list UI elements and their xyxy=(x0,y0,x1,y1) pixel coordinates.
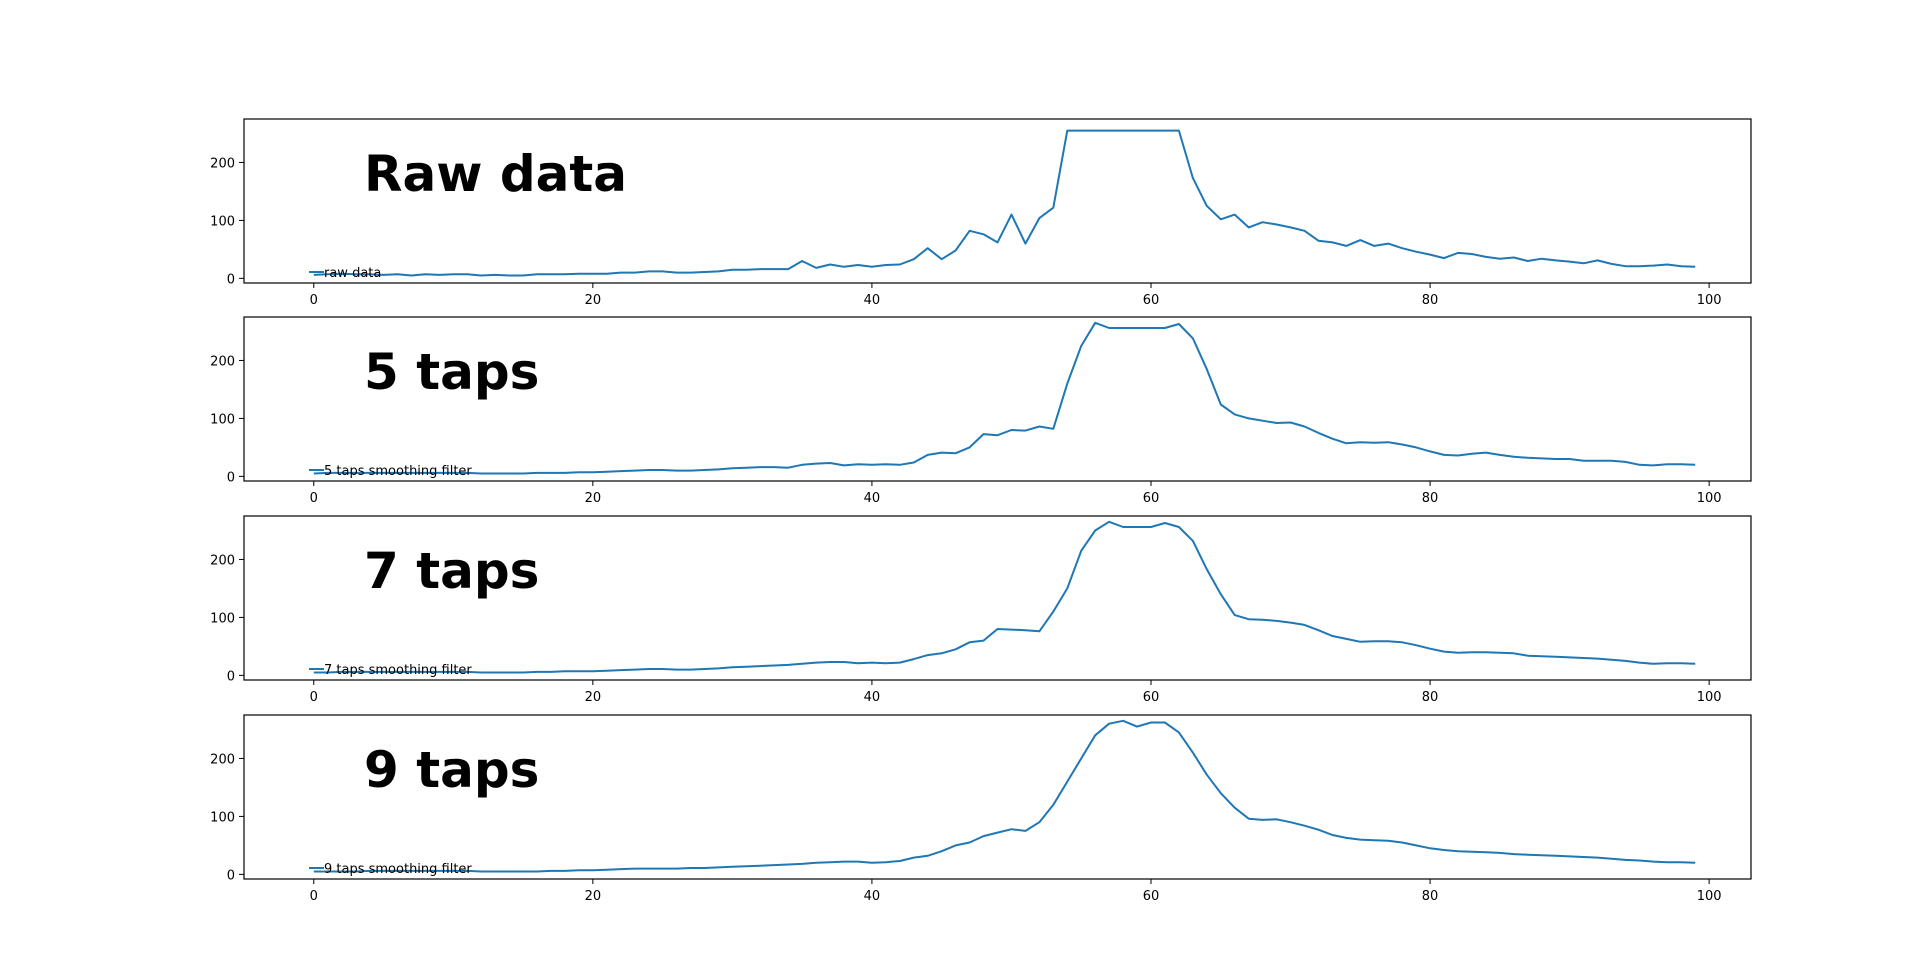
y-tick-label: 100 xyxy=(210,214,235,229)
x-tick-label: 20 xyxy=(585,889,602,904)
series-line xyxy=(313,129,1696,277)
y-tick-label: 0 xyxy=(227,470,235,485)
x-tick-label: 40 xyxy=(864,293,881,308)
x-tick-label: 20 xyxy=(585,690,602,705)
axes-frame xyxy=(243,316,1752,482)
legend-label: 5 taps smoothing filter xyxy=(324,464,472,479)
x-tick-label: 40 xyxy=(864,889,881,904)
x-tick-label: 60 xyxy=(1143,690,1160,705)
y-tick-label: 0 xyxy=(227,669,235,684)
x-tick-label: 80 xyxy=(1422,690,1439,705)
series-line xyxy=(313,520,1696,674)
x-tick-label: 100 xyxy=(1697,690,1722,705)
x-tick-label: 0 xyxy=(310,293,318,308)
y-tick-label: 200 xyxy=(210,752,235,767)
legend-label: 9 taps smoothing filter xyxy=(324,862,472,877)
x-tick-label: 80 xyxy=(1422,491,1439,506)
y-tick-label: 100 xyxy=(210,412,235,427)
axes-frame xyxy=(243,714,1752,880)
x-tick-label: 60 xyxy=(1143,491,1160,506)
x-tick-label: 60 xyxy=(1143,293,1160,308)
y-tick-label: 200 xyxy=(210,553,235,568)
legend-label: 7 taps smoothing filter xyxy=(324,663,472,678)
y-tick-label: 100 xyxy=(210,810,235,825)
series-line xyxy=(313,321,1696,475)
x-tick-label: 80 xyxy=(1422,293,1439,308)
y-tick-label: 200 xyxy=(210,354,235,369)
subplot-1: 0 20 40 60 80 100 0 100 200 Raw data raw data xyxy=(210,118,1752,308)
panel-annotation: 7 taps xyxy=(364,542,539,600)
y-tick-label: 100 xyxy=(210,611,235,626)
x-tick-label: 60 xyxy=(1143,889,1160,904)
subplot-3: 0 20 40 60 80 100 0 100 200 7 taps 7 taps smoothin… xyxy=(210,515,1752,705)
x-tick-label: 100 xyxy=(1697,491,1722,506)
x-tick-label: 40 xyxy=(864,690,881,705)
panel-annotation: 9 taps xyxy=(364,741,539,799)
x-tick-label: 100 xyxy=(1697,293,1722,308)
subplot-4: 0 20 40 60 80 100 0 100 200 9 taps 9 taps smoothin… xyxy=(210,714,1752,904)
x-tick-label: 0 xyxy=(310,491,318,506)
axes-frame xyxy=(243,515,1752,681)
x-tick-label: 20 xyxy=(585,293,602,308)
x-tick-label: 20 xyxy=(585,491,602,506)
legend-label: raw data xyxy=(324,266,381,281)
x-tick-label: 0 xyxy=(310,889,318,904)
y-tick-label: 0 xyxy=(227,272,235,287)
series-line xyxy=(313,719,1696,873)
panel-annotation: 5 taps xyxy=(364,343,539,401)
x-tick-label: 80 xyxy=(1422,889,1439,904)
x-tick-label: 100 xyxy=(1697,889,1722,904)
subplot-2: 0 20 40 60 80 100 0 100 200 5 taps 5 taps smoothin… xyxy=(210,316,1752,506)
panel-annotation: Raw data xyxy=(364,145,627,203)
x-tick-label: 0 xyxy=(310,690,318,705)
y-tick-label: 0 xyxy=(227,868,235,883)
x-tick-label: 40 xyxy=(864,491,881,506)
y-tick-label: 200 xyxy=(210,156,235,171)
axes-frame xyxy=(243,118,1752,284)
